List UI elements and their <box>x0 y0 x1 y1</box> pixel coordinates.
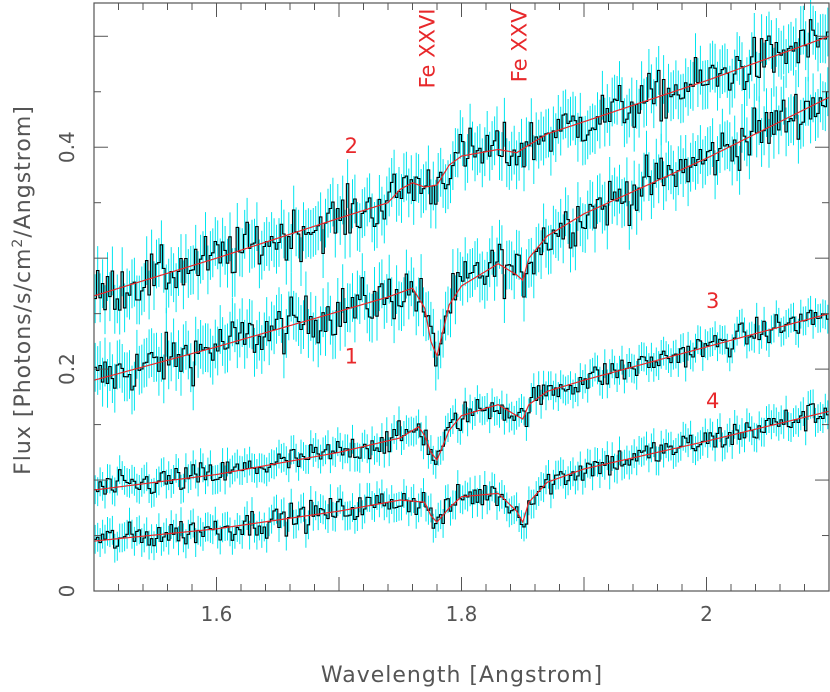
x-axis-title: Wavelength [Angstrom] <box>321 663 603 688</box>
y-tick-label: 0.4 <box>55 131 79 163</box>
series-label-2: 2 <box>345 134 358 158</box>
x-tick-label: 1.6 <box>201 602 233 626</box>
x-tick-label: 1.8 <box>446 602 478 626</box>
y-axis-title: Flux [Photons/s/cm2/Angstrom] <box>10 105 36 475</box>
data-series-3 <box>94 309 829 495</box>
series-labels: 1 2 3 4 <box>345 134 720 413</box>
y-axis-title-main: Flux [Photons/s/cm <box>11 248 36 475</box>
model-series-4 <box>93 410 830 542</box>
y-axis-title-tail: /Angstrom] <box>11 105 36 238</box>
axis-ticks <box>93 3 830 592</box>
y-axis-title-sup: 2 <box>10 238 26 248</box>
model-series-2 <box>93 35 830 297</box>
model-series-3 <box>93 313 830 491</box>
y-tick-label: 0.2 <box>55 353 79 385</box>
x-tick-label: 2 <box>700 602 713 626</box>
data-histograms <box>94 19 829 549</box>
tick-labels: 1.6 1.8 2 0 0.2 0.4 <box>55 131 713 626</box>
model-series-1 <box>93 96 830 381</box>
series-label-3: 3 <box>706 289 719 313</box>
series-label-4: 4 <box>706 389 719 413</box>
data-series-4 <box>94 403 829 549</box>
annotation-0: Fe XXVI <box>416 9 440 89</box>
line-annotations: Fe XXVI Fe XXV <box>416 8 532 88</box>
model-curves <box>93 35 830 542</box>
data-series-2 <box>94 19 829 311</box>
annotation-1: Fe XXV <box>507 8 531 82</box>
y-tick-label: 0 <box>55 585 79 598</box>
series-label-1: 1 <box>345 345 358 369</box>
data-series-1 <box>94 91 829 391</box>
